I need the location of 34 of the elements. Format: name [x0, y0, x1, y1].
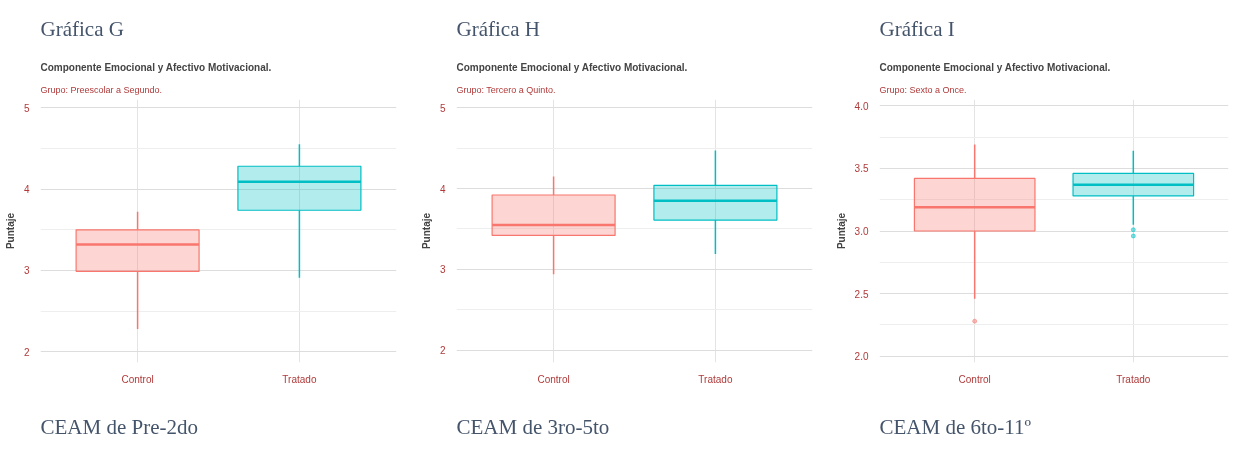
y-tick-label: 5	[23, 102, 30, 114]
x-tick-label: Control	[537, 373, 570, 385]
y-tick-label: 3	[23, 265, 30, 277]
y-axis-title: Puntaje	[4, 212, 16, 250]
y-axis-title: Puntaje	[420, 212, 432, 250]
x-tick-label: Tratado	[282, 373, 317, 385]
y-tick-label: 4	[23, 184, 30, 196]
chart-title: Componente Emocional y Afectivo Motivacional.	[879, 61, 1111, 73]
y-tick-label: 2	[23, 346, 30, 358]
x-tick-label: Control	[121, 373, 154, 385]
y-tick-label: 2.0	[854, 351, 869, 363]
y-tick-label: 2.5	[854, 288, 869, 300]
text: CEAM de 6to-11º	[879, 414, 1032, 439]
y-tick-label: 4.0	[854, 100, 869, 112]
chart-subtitle: Grupo: Preescolar a Segundo.	[40, 84, 163, 95]
x-tick-label: Control	[958, 373, 991, 385]
y-axis-title: Puntaje	[835, 212, 847, 250]
y-tick-label: 3	[439, 264, 446, 276]
text: Gráfica I	[879, 16, 955, 41]
chart-title: Componente Emocional y Afectivo Motivacional.	[456, 61, 688, 73]
y-tick-label: 4	[439, 183, 446, 195]
text: CEAM de Pre-2do	[40, 414, 198, 439]
chart-title: Componente Emocional y Afectivo Motivacional.	[40, 61, 272, 73]
y-tick-label: 3.0	[854, 226, 869, 237]
chart-subtitle: Grupo: Tercero a Quinto.	[456, 84, 556, 95]
text: Gráfica H	[456, 16, 540, 41]
text: Gráfica G	[40, 16, 124, 41]
y-tick-label: 2	[439, 345, 446, 357]
text: CEAM de 3ro-5to	[456, 414, 610, 439]
chart-subtitle: Grupo: Sexto a Once.	[879, 84, 967, 95]
x-tick-label: Tratado	[698, 373, 733, 385]
x-tick-label: Tratado	[1116, 373, 1151, 385]
y-tick-label: 5	[439, 102, 446, 114]
y-tick-label: 3.5	[854, 163, 869, 175]
